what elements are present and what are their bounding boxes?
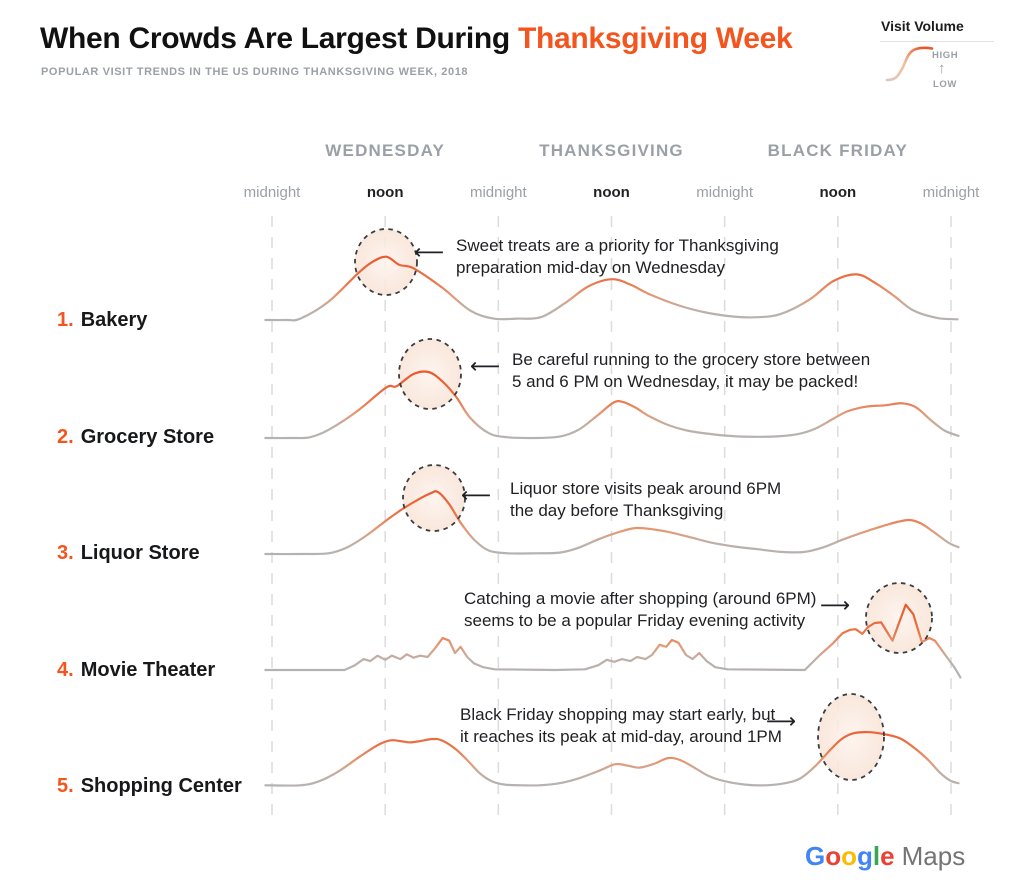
page-subtitle: POPULAR VISIT TRENDS IN THE US DURING TH… xyxy=(41,66,469,78)
tick-midnight-2: midnight xyxy=(469,184,527,201)
row-name: Liquor Store xyxy=(80,542,200,564)
google-logo-letter: o xyxy=(825,841,842,871)
tick-noon-1: noon xyxy=(366,184,404,201)
row-name: Grocery Store xyxy=(80,426,215,448)
tick-noon-2: noon xyxy=(593,184,630,201)
annotation-liquor-store: Liquor store visits peak around 6PM the … xyxy=(510,478,820,523)
annotation-line: 5 and 6 PM on Wednesday, it may be packe… xyxy=(512,372,859,392)
google-maps-logo: Google Maps xyxy=(805,841,965,872)
legend-title: Visit Volume xyxy=(881,18,964,34)
row-name: Bakery xyxy=(80,309,148,331)
row-number: 3. xyxy=(57,542,74,564)
annotation-line: Be careful running to the grocery store … xyxy=(512,350,871,369)
annotation-shopping-center: Black Friday shopping may start early, b… xyxy=(460,704,800,749)
tick-midnight-4: midnight xyxy=(922,184,980,201)
annotation-grocery-store: Be careful running to the grocery store … xyxy=(512,349,902,394)
annotation-line: the day before Thanksgiving xyxy=(510,501,724,521)
page-title: When Crowds Are Largest During Thanksgiv… xyxy=(40,22,793,56)
google-logo-letter: e xyxy=(880,841,895,871)
annotation-line: Black Friday shopping may start early, b… xyxy=(460,705,776,724)
arrow-left-icon: ⟵ xyxy=(470,355,501,378)
google-logo-letter: l xyxy=(872,841,881,871)
row-name: Movie Theater xyxy=(80,659,216,681)
annotation-line: Catching a movie after shopping (around … xyxy=(464,589,817,608)
arrow-left-icon: ⟵ xyxy=(414,241,445,264)
legend-up-arrow-icon: ↑ xyxy=(938,60,946,77)
day-label-thanksgiving: THANKSGIVING xyxy=(539,141,684,160)
day-label-black-friday: BLACK FRIDAY xyxy=(767,141,908,160)
annotation-line: Liquor store visits peak around 6PM xyxy=(510,479,782,498)
row-number: 1. xyxy=(57,309,74,331)
google-logo: Google xyxy=(805,841,895,871)
row-name: Shopping Center xyxy=(80,775,242,797)
visit-volume-curve-icon xyxy=(885,46,934,82)
day-label-wednesday: WEDNESDAY xyxy=(325,141,446,160)
arrow-left-icon: ⟵ xyxy=(461,484,492,507)
google-logo-letter: o xyxy=(841,841,858,871)
arrow-right-icon: ⟶ xyxy=(766,710,797,733)
tick-noon-3: noon xyxy=(819,184,857,201)
annotation-line: seems to be a popular Friday evening act… xyxy=(464,611,806,631)
row-label-grocery-store: 2. Grocery Store xyxy=(57,426,214,449)
row-label-movie-theater: 4. Movie Theater xyxy=(57,659,215,682)
maps-label: Maps xyxy=(901,841,966,871)
row-number: 2. xyxy=(57,426,74,448)
legend-low-label: LOW xyxy=(933,79,957,90)
annotation-line: preparation mid-day on Wednesday xyxy=(456,258,726,278)
row-label-bakery: 1. Bakery xyxy=(57,309,147,332)
legend-divider xyxy=(880,41,994,42)
legend-high-label: HIGH xyxy=(932,50,959,61)
annotation-bakery: Sweet treats are a priority for Thanksgi… xyxy=(456,235,796,280)
row-number: 4. xyxy=(57,659,74,681)
row-number: 5. xyxy=(57,775,74,797)
tick-midnight-3: midnight xyxy=(696,184,754,201)
title-highlight: Thanksgiving Week xyxy=(517,22,793,55)
annotation-line: it reaches its peak at mid-day, around 1… xyxy=(460,727,782,747)
arrow-right-icon: ⟶ xyxy=(820,594,851,617)
tick-midnight-1: midnight xyxy=(243,184,301,201)
annotation-movie-theater: Catching a movie after shopping (around … xyxy=(464,588,829,633)
annotation-line: Sweet treats are a priority for Thanksgi… xyxy=(456,236,779,255)
title-prefix: When Crowds Are Largest During xyxy=(40,22,518,55)
row-label-shopping-center: 5. Shopping Center xyxy=(57,775,242,798)
row-label-liquor-store: 3. Liquor Store xyxy=(57,542,200,565)
google-logo-letter: g xyxy=(857,841,873,871)
google-logo-letter: G xyxy=(805,841,826,871)
